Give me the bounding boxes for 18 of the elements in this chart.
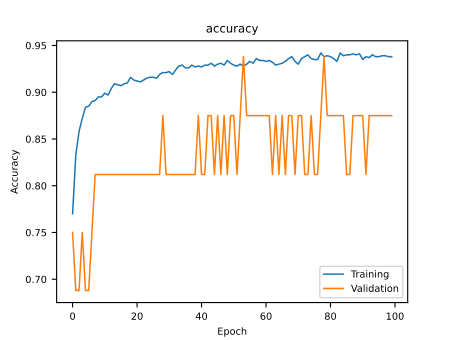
y-axis-title: Accuracy xyxy=(10,150,20,194)
y-tick-label: 0.85 xyxy=(26,135,46,143)
x-axis-title: Epoch xyxy=(218,327,246,337)
x-tick-label: 0 xyxy=(70,312,76,320)
legend-label: Training xyxy=(350,270,388,280)
x-tick-label: 100 xyxy=(386,312,404,320)
y-tick-label: 0.95 xyxy=(26,42,46,50)
x-tick-label: 80 xyxy=(324,312,336,320)
y-tick-label: 0.90 xyxy=(26,88,46,96)
y-tick-label: 0.75 xyxy=(26,228,46,236)
x-tick-label: 60 xyxy=(260,312,272,320)
x-tick-label: 40 xyxy=(196,312,208,320)
line-series xyxy=(72,52,393,215)
y-tick-label: 0.70 xyxy=(26,276,46,284)
legend-label: Validation xyxy=(351,284,398,292)
chart-title: accuracy xyxy=(206,26,258,35)
y-tick-label: 0.80 xyxy=(26,182,46,190)
x-tick-label: 20 xyxy=(132,312,143,320)
